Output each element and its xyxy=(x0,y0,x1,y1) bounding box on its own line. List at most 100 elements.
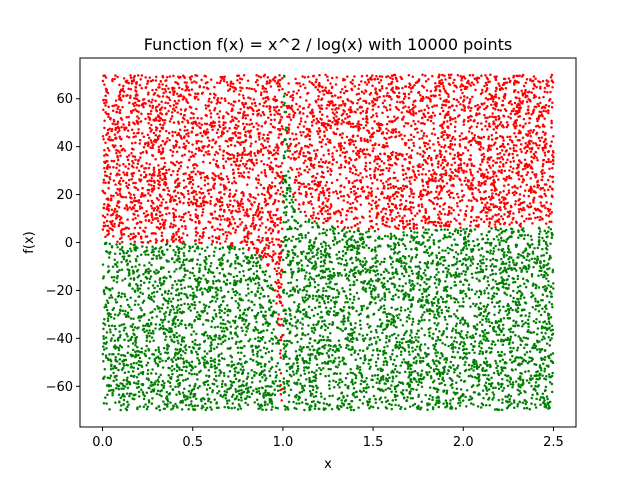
point-red xyxy=(470,81,474,84)
point-green xyxy=(308,376,311,380)
point-green xyxy=(238,314,242,317)
point-green xyxy=(149,322,153,325)
point-green xyxy=(541,247,544,251)
point-red xyxy=(293,181,297,184)
point-red xyxy=(294,175,298,179)
point-red xyxy=(370,203,373,207)
point-red xyxy=(267,157,271,160)
point-green xyxy=(365,333,369,337)
point-red xyxy=(463,106,466,110)
point-red xyxy=(313,179,316,183)
point-red xyxy=(335,178,339,182)
point-green xyxy=(419,274,422,278)
point-green xyxy=(527,381,531,385)
point-green xyxy=(466,322,469,325)
point-green xyxy=(175,331,178,335)
point-green xyxy=(174,348,177,351)
point-green xyxy=(302,369,306,372)
point-green xyxy=(341,287,344,290)
point-red xyxy=(199,131,202,135)
point-red xyxy=(465,204,469,208)
point-red xyxy=(274,252,277,255)
point-red xyxy=(390,135,393,139)
point-green xyxy=(435,364,438,368)
point-green xyxy=(340,320,343,323)
point-green xyxy=(514,368,517,371)
point-red xyxy=(279,335,283,339)
point-green xyxy=(494,386,497,390)
point-green xyxy=(442,255,446,259)
point-green xyxy=(287,379,291,383)
point-red xyxy=(197,185,200,188)
point-green xyxy=(492,265,496,268)
point-red xyxy=(372,147,375,150)
point-red xyxy=(544,194,548,198)
point-red xyxy=(342,147,346,150)
point-green xyxy=(117,291,121,294)
point-red xyxy=(484,124,487,128)
point-green xyxy=(380,400,384,404)
point-red xyxy=(397,91,401,95)
point-green xyxy=(117,393,121,397)
point-green xyxy=(190,326,194,329)
point-green xyxy=(487,283,491,287)
point-green xyxy=(524,370,527,373)
point-red xyxy=(135,93,138,96)
point-green xyxy=(116,314,120,317)
point-red xyxy=(474,104,477,108)
point-red xyxy=(517,210,521,214)
point-green xyxy=(306,403,309,406)
point-green xyxy=(139,306,142,310)
point-green xyxy=(252,353,255,357)
point-green xyxy=(376,324,379,328)
point-red xyxy=(509,99,512,103)
point-red xyxy=(351,140,355,143)
point-red xyxy=(399,207,402,210)
point-green xyxy=(230,360,234,364)
point-red xyxy=(132,148,135,151)
point-red xyxy=(350,206,354,210)
point-red xyxy=(157,145,161,149)
point-red xyxy=(484,97,488,100)
point-green xyxy=(323,347,326,350)
point-red xyxy=(259,75,263,79)
point-red xyxy=(103,101,106,105)
point-green xyxy=(255,360,258,363)
point-green xyxy=(309,257,312,260)
point-red xyxy=(138,226,142,230)
point-green xyxy=(475,277,479,280)
point-green xyxy=(300,327,304,330)
point-red xyxy=(457,164,460,167)
point-green xyxy=(441,354,444,358)
point-red xyxy=(273,79,277,83)
point-red xyxy=(489,156,493,159)
point-red xyxy=(394,76,398,80)
point-green xyxy=(340,405,343,409)
point-green xyxy=(207,368,211,372)
point-red xyxy=(181,88,184,91)
point-green xyxy=(324,328,327,332)
point-red xyxy=(226,129,229,133)
point-green xyxy=(324,256,327,259)
point-green xyxy=(251,264,255,268)
point-red xyxy=(471,205,474,209)
point-green xyxy=(319,326,323,330)
point-green xyxy=(514,263,518,267)
point-green xyxy=(153,308,157,311)
point-green xyxy=(148,277,152,281)
point-green xyxy=(388,387,392,391)
point-green xyxy=(141,301,145,304)
point-green xyxy=(369,330,373,333)
point-green xyxy=(335,372,339,375)
point-red xyxy=(408,227,412,230)
point-green xyxy=(540,331,544,335)
point-green xyxy=(289,190,292,193)
point-green xyxy=(541,307,544,310)
point-green xyxy=(523,301,527,304)
point-green xyxy=(528,377,532,380)
point-green xyxy=(432,241,436,244)
point-green xyxy=(517,393,521,396)
point-green xyxy=(443,343,447,346)
point-green xyxy=(545,374,548,378)
point-green xyxy=(337,326,340,330)
